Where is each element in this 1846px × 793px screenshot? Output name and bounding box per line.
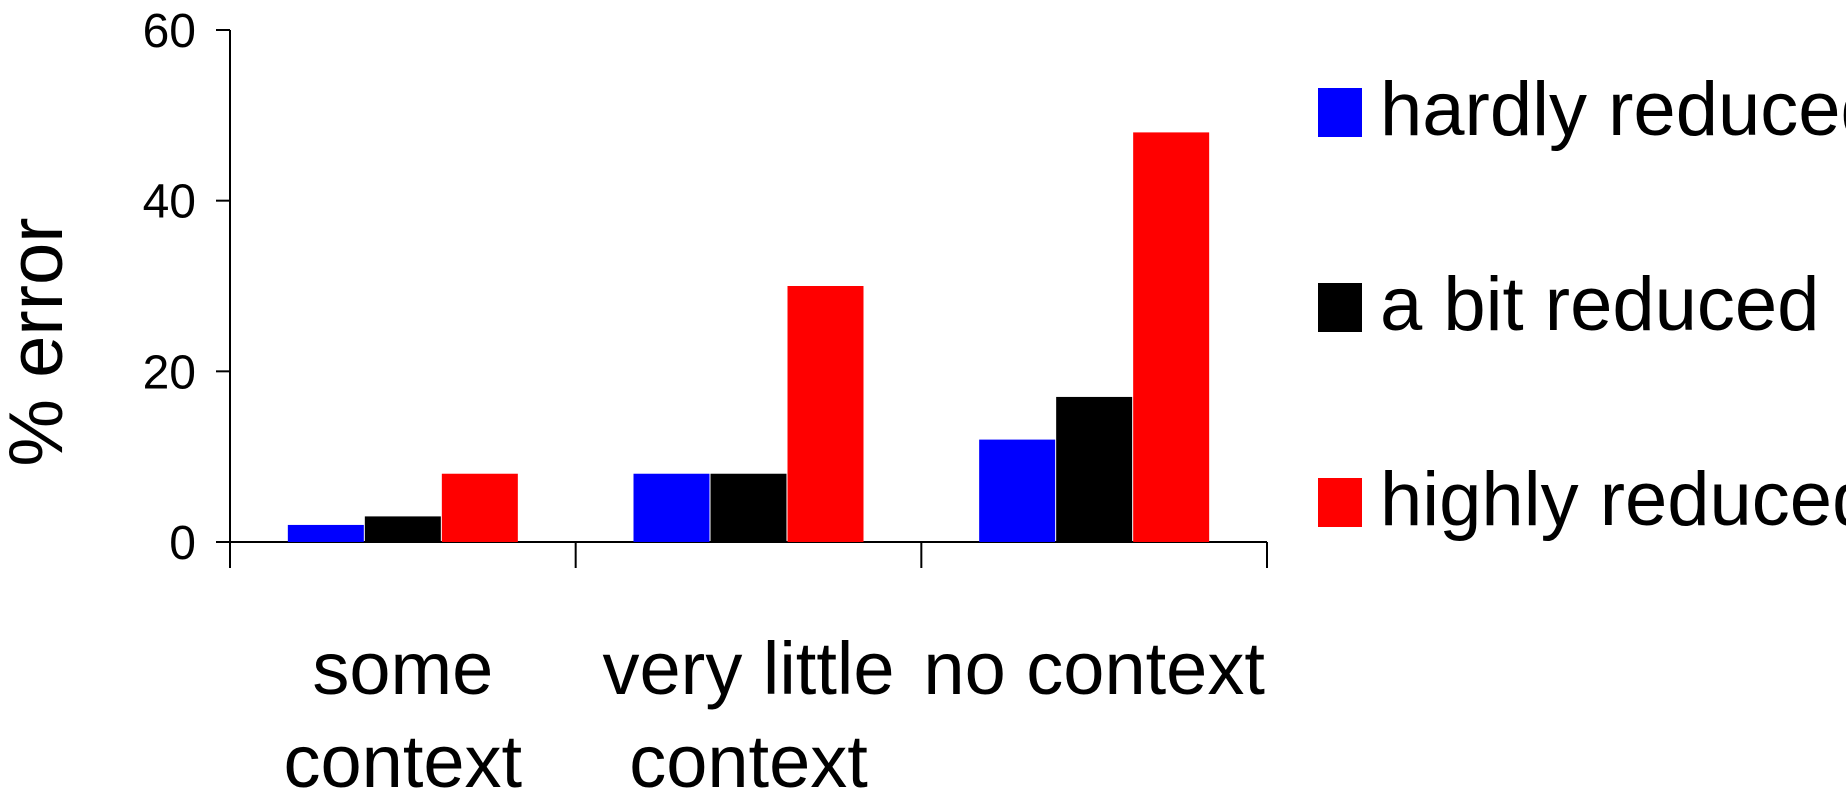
legend-label: highly reduced [1380, 457, 1846, 542]
bar-a-bit-reduced-0 [364, 516, 441, 542]
bar-a-bit-reduced-2 [1056, 396, 1133, 542]
y-tick-label: 20 [143, 346, 196, 399]
bar-hardly-reduced-1 [633, 473, 710, 542]
legend-swatch [1318, 283, 1362, 332]
bar-highly-reduced-2 [1133, 132, 1210, 542]
category-label: context [629, 720, 868, 793]
bar-highly-reduced-0 [441, 473, 518, 542]
category-label: very little [603, 627, 895, 710]
y-tick-label: 40 [143, 176, 196, 229]
category-label: some [312, 627, 493, 710]
bar-hardly-reduced-0 [287, 524, 364, 542]
legend-label: hardly reduced [1380, 67, 1846, 152]
legend-label: a bit reduced [1380, 262, 1819, 347]
legend-swatch [1318, 478, 1362, 527]
x-axis [230, 541, 1268, 568]
bar-highly-reduced-1 [787, 286, 864, 542]
bar-hardly-reduced-2 [979, 439, 1056, 542]
category-label: no context [923, 627, 1265, 710]
y-axis-title: % error [0, 217, 79, 466]
y-tick-label: 60 [143, 5, 196, 58]
y-axis: 0 20 40 60 [143, 5, 231, 570]
y-tick-label: 0 [169, 517, 196, 570]
category-labels: some context very little context no context [284, 627, 1266, 793]
legend-swatch [1318, 88, 1362, 137]
bars [287, 132, 1210, 542]
category-label: context [284, 720, 523, 793]
legend: hardly reduced a bit reduced highly reduce… [1318, 67, 1846, 542]
bar-a-bit-reduced-1 [710, 473, 787, 542]
